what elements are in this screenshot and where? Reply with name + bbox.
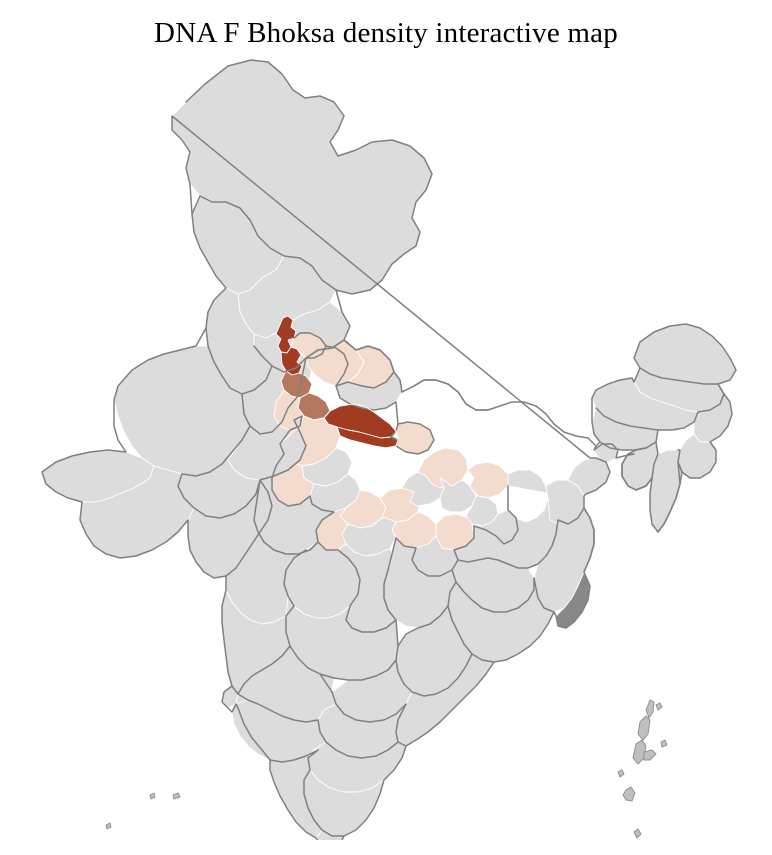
border-cg-mh — [284, 550, 398, 680]
border-odisha-ap — [448, 606, 494, 662]
page-title: DNA F Bhoksa density interactive map — [154, 17, 618, 49]
india-choropleth-map[interactable] — [0, 50, 772, 840]
andaman-nicobar-islands[interactable] — [618, 700, 681, 840]
border-states-internal — [192, 196, 336, 290]
district-up-gorakhpur[interactable] — [468, 462, 508, 498]
state-borders-layer — [42, 60, 736, 840]
border-cg-telangana — [396, 654, 472, 696]
border-kerala-tn — [304, 750, 344, 836]
border-up-uk-east — [402, 380, 488, 410]
border-bihar-jharkhand — [458, 508, 584, 568]
border-tripura-mizoram — [622, 442, 658, 490]
highlight-outline-core — [323, 403, 399, 449]
lakshadweep-islands[interactable] — [106, 793, 180, 840]
border-east-coast — [42, 116, 610, 840]
border-karnataka-ap — [320, 674, 332, 692]
border-karnataka-tn — [320, 732, 398, 758]
border-punjab-haryana — [206, 328, 272, 394]
border-cg-east — [398, 606, 448, 646]
border-kerala-karnataka — [270, 750, 318, 762]
border-jharkhand-odisha — [456, 578, 554, 612]
border-haryana-up — [242, 358, 306, 434]
border-up-mp — [310, 538, 456, 632]
border-arunachal-assam — [640, 368, 718, 384]
border-up-bihar — [452, 486, 518, 570]
border-mizoram-manipur — [658, 450, 682, 532]
border-wb-bihar — [584, 508, 594, 572]
border-telangana-ap — [332, 692, 406, 746]
border-national-outline — [186, 60, 736, 532]
border-assam-meghalaya — [596, 408, 698, 430]
border-mh-karnataka — [238, 646, 320, 732]
border-assam-nagaland — [698, 384, 724, 412]
border-uk-up — [294, 333, 394, 388]
highlight-outline-layer — [323, 403, 399, 449]
border-gujarat-mp — [226, 480, 272, 576]
border-uk-south — [336, 386, 434, 454]
district-up-gonda[interactable] — [440, 478, 476, 512]
